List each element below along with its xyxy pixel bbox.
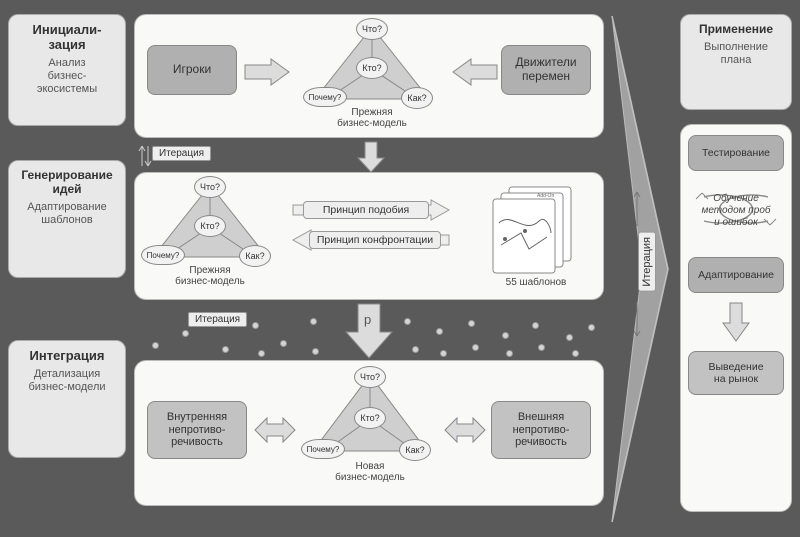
left-column: Инициали-зация Анализбизнес-экосистемы Г… bbox=[8, 14, 126, 472]
launch-box: Выведениена рынок bbox=[688, 351, 784, 395]
stage1-title: Инициали-зация bbox=[15, 23, 119, 53]
node-how: Как? bbox=[401, 87, 433, 109]
apply-title: Применение bbox=[687, 23, 785, 37]
stage3-title: Интеграция bbox=[15, 349, 119, 364]
stage2-title: Генерированиеидей bbox=[15, 169, 119, 197]
node-why: Почему? bbox=[301, 439, 345, 459]
internal-box: Внутренняянепротиво-речивость bbox=[147, 401, 247, 459]
idea-dot bbox=[222, 346, 229, 353]
similarity-label: Принцип подобия bbox=[303, 201, 429, 219]
triangle-old-2: Что? Кто? Почему? Как? Прежняябизнес-мод… bbox=[145, 179, 275, 291]
drivers-box: Движителиперемен bbox=[501, 45, 591, 95]
stage2-sub: Адаптированиешаблонов bbox=[15, 201, 119, 227]
arrow-down-1-icon bbox=[356, 140, 386, 174]
svg-text:Add-On: Add-On bbox=[537, 193, 554, 199]
idea-dot bbox=[502, 332, 509, 339]
triangle1-caption: Прежняябизнес-модель bbox=[307, 107, 437, 129]
adapt-box: Адаптирование bbox=[688, 257, 784, 293]
idea-dot bbox=[404, 318, 411, 325]
node-what: Что? bbox=[356, 18, 388, 40]
gap-iteration-label: Итерация bbox=[638, 232, 656, 292]
idea-dot bbox=[312, 348, 319, 355]
idea-dot bbox=[310, 318, 317, 325]
node-who: Кто? bbox=[356, 57, 388, 79]
idea-dot bbox=[280, 340, 287, 347]
node-who: Кто? bbox=[194, 215, 226, 237]
confrontation-label: Принцип конфронтации bbox=[309, 231, 441, 249]
external-box: Внешняянепротиво-речивость bbox=[491, 401, 591, 459]
apply-label: Применение Выполнениеплана bbox=[680, 14, 792, 110]
idea-dot bbox=[506, 350, 513, 357]
idea-dot bbox=[182, 330, 189, 337]
gap-iter-arrows2-icon bbox=[632, 300, 642, 340]
apply-panel: Тестирование Обучениеметодом проби ошибо… bbox=[680, 124, 792, 512]
idea-dot bbox=[252, 322, 259, 329]
node-who: Кто? bbox=[354, 407, 386, 429]
idea-dot bbox=[572, 350, 579, 357]
bubble-letter-text: р bbox=[364, 312, 371, 327]
triangle3-caption: Новаябизнес-модель bbox=[305, 461, 435, 483]
principles-box: Принцип подобия Принцип конфронтации bbox=[291, 199, 451, 251]
players-box: Игроки bbox=[147, 45, 237, 95]
stage3-label: Интеграция Детализациябизнес-модели bbox=[8, 340, 126, 458]
stage2-label: Генерированиеидей Адаптированиешаблонов bbox=[8, 160, 126, 278]
triangle2-caption: Прежняябизнес-модель bbox=[145, 265, 275, 287]
node-why: Почему? bbox=[303, 87, 347, 107]
arrow-down-right-icon bbox=[721, 301, 751, 343]
idea-dot bbox=[472, 344, 479, 351]
node-how: Как? bbox=[239, 245, 271, 267]
right-column: Применение Выполнениеплана Тестирование … bbox=[680, 14, 792, 512]
node-what: Что? bbox=[194, 176, 226, 198]
double-arrow-left-icon bbox=[253, 415, 297, 445]
node-why: Почему? bbox=[141, 245, 185, 265]
mid-column: Игроки Что? Кто? Почему? Как? Прежняябиз… bbox=[134, 14, 604, 506]
arrow-left-icon bbox=[451, 57, 499, 87]
testing-box: Тестирование bbox=[688, 135, 784, 171]
panel-init: Игроки Что? Кто? Почему? Как? Прежняябиз… bbox=[134, 14, 604, 138]
arrow-down-big-icon bbox=[344, 302, 394, 360]
stage3-sub: Детализациябизнес-модели bbox=[15, 368, 119, 394]
iteration-12-label: Итерация bbox=[152, 146, 211, 161]
idea-dot bbox=[588, 324, 595, 331]
idea-dot bbox=[532, 322, 539, 329]
node-what: Что? bbox=[354, 366, 386, 388]
double-arrow-right-icon bbox=[443, 415, 487, 445]
cards-icon: Add-On bbox=[481, 183, 591, 277]
trial-text: Обучениеметодом проби ошибок bbox=[688, 193, 784, 229]
triangle-new: Что? Кто? Почему? Как? Новаябизнес-модел… bbox=[305, 369, 435, 497]
cards-caption: 55 шаблонов bbox=[481, 277, 591, 288]
gap-iter-arrows-icon bbox=[632, 190, 642, 230]
stage1-label: Инициали-зация Анализбизнес-экосистемы bbox=[8, 14, 126, 126]
triangle-old-1: Что? Кто? Почему? Как? Прежняябизнес-мод… bbox=[307, 21, 437, 131]
iter12-arrows-icon bbox=[138, 142, 152, 172]
idea-dot bbox=[258, 350, 265, 357]
idea-dot bbox=[468, 320, 475, 327]
arrow-right-icon bbox=[243, 57, 291, 87]
stage1-sub: Анализбизнес-экосистемы bbox=[15, 57, 119, 97]
apply-sub: Выполнениеплана bbox=[687, 41, 785, 67]
idea-dot bbox=[152, 342, 159, 349]
idea-dot bbox=[538, 344, 545, 351]
idea-dot bbox=[412, 346, 419, 353]
node-how: Как? bbox=[399, 439, 431, 461]
panel-ideas: Что? Кто? Почему? Как? Прежняябизнес-мод… bbox=[134, 172, 604, 300]
panel-integration: Внутренняянепротиво-речивость Что? Кто? … bbox=[134, 360, 604, 506]
cards-stack: Add-On 55 шаблонов bbox=[481, 183, 591, 293]
idea-dot bbox=[436, 328, 443, 335]
idea-dot bbox=[440, 350, 447, 357]
idea-dot bbox=[566, 334, 573, 341]
